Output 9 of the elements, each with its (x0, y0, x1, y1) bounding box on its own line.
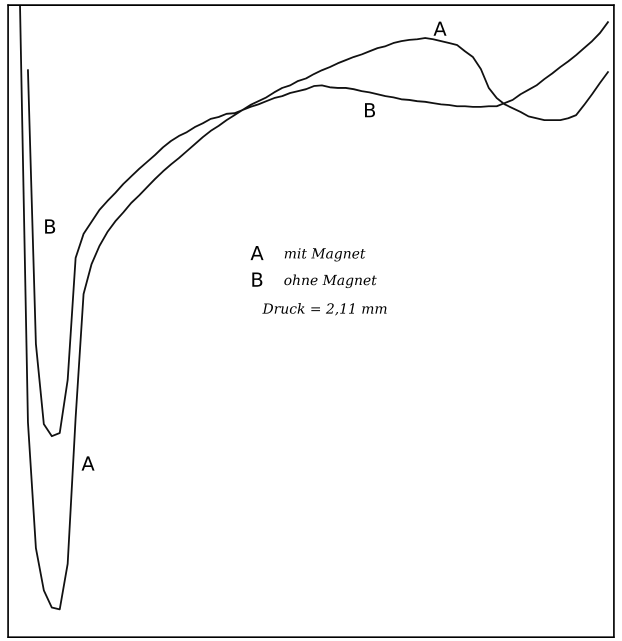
annotation: A (82, 456, 95, 471)
annotation: B (45, 219, 56, 234)
annotation: B (252, 272, 262, 287)
annotation: A (434, 22, 447, 36)
annotation: A (250, 246, 264, 260)
annotation: mit Magnet (284, 248, 366, 262)
annotation: ohne Magnet (284, 274, 377, 288)
annotation: Druck = 2,11 mm (262, 303, 387, 316)
annotation: B (365, 103, 376, 118)
